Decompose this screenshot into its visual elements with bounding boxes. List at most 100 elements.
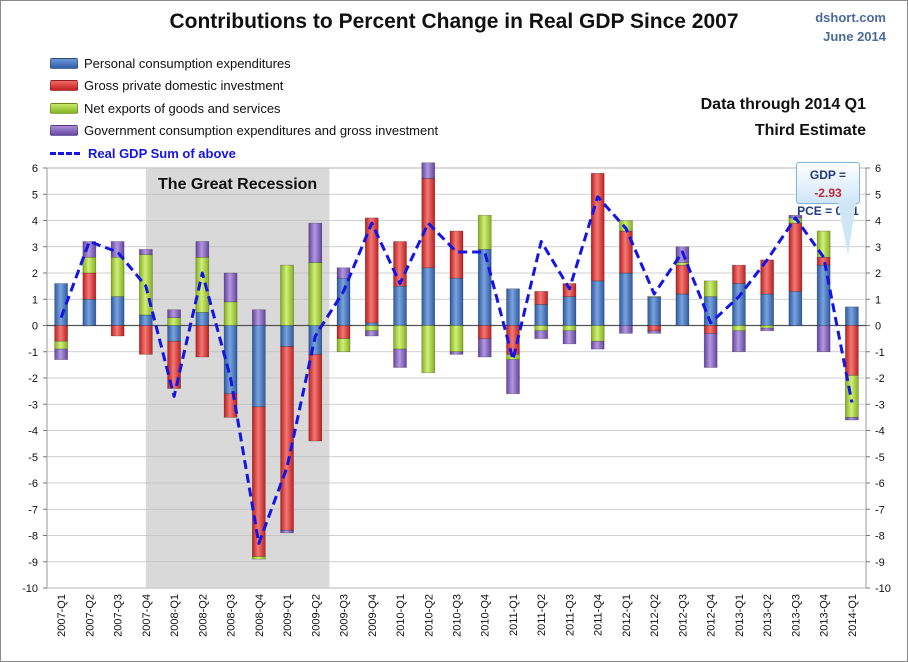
bar-gov-2012-Q2 [647, 330, 661, 334]
bar-netx-2014-Q1 [845, 375, 859, 418]
bar-pce-2007-Q1 [54, 283, 68, 326]
bar-pce-2009-Q1 [280, 325, 294, 347]
bar-gov-2008-Q1 [167, 309, 181, 318]
bar-gov-2013-Q1 [732, 330, 746, 353]
recession-label: The Great Recession [158, 176, 317, 193]
x-tick-label: 2012-Q4 [706, 594, 718, 637]
bar-gpdi-2012-Q3 [675, 264, 690, 295]
callout-pointer [838, 203, 856, 255]
bar-gov-2014-Q1 [845, 417, 859, 421]
y-tick-label-left: -5 [28, 452, 38, 464]
y-tick-label-left: 3 [32, 242, 38, 254]
bar-gpdi-2014-Q1 [845, 325, 859, 376]
y-tick-label-right: 6 [875, 163, 881, 175]
bar-gpdi-2013-Q1 [732, 264, 746, 284]
legend-swatch-pce [50, 57, 78, 69]
legend-label-gdp: Real GDP Sum of above [88, 145, 236, 161]
data-note-line2: Third Estimate [754, 122, 866, 139]
bar-gov-2010-Q1 [393, 348, 407, 368]
bar-pce-2007-Q2 [82, 298, 97, 326]
bar-pce-2008-Q4 [252, 325, 266, 408]
x-tick-label: 2014-Q1 [847, 594, 859, 637]
x-tick-label: 2013-Q4 [819, 594, 831, 637]
bar-netx-2009-Q2 [308, 262, 323, 326]
y-tick-label-left: -6 [28, 478, 38, 490]
y-tick-label-right: 0 [875, 321, 881, 333]
bar-netx-2009-Q4 [364, 325, 379, 332]
x-tick-label: 2011-Q2 [536, 594, 548, 636]
bar-gpdi-2010-Q3 [449, 230, 464, 279]
x-tick-label: 2012-Q1 [621, 594, 633, 637]
gdp-callout: GDP = -2.93 PCE = 0.71 [796, 162, 860, 218]
y-tick-label-right: 2 [875, 268, 881, 280]
bar-pce-2007-Q4 [139, 314, 153, 326]
y-tick-label-right: -10 [875, 583, 891, 595]
bar-gov-2010-Q4 [477, 338, 492, 358]
callout-pce-label: PCE = [797, 204, 836, 218]
y-tick-label-right: -6 [875, 478, 885, 490]
bar-gov-2011-Q4 [590, 340, 605, 350]
bar-gov-2008-Q4 [252, 309, 266, 326]
bar-gpdi-2009-Q4 [364, 217, 379, 324]
x-tick-label: 2010-Q4 [480, 594, 492, 637]
source-date: June 2014 [823, 29, 886, 44]
bar-gpdi-2008-Q4 [252, 406, 266, 557]
bar-netx-2009-Q1 [280, 264, 294, 326]
bar-gov-2013-Q4 [816, 325, 831, 353]
y-tick-label-left: -8 [28, 531, 38, 543]
y-tick-label-left: 0 [32, 321, 38, 333]
legend-label-pce: Personal consumption expenditures [84, 55, 291, 71]
legend: Personal consumption expenditures Gross … [50, 52, 438, 165]
legend-line-gdp [50, 151, 80, 155]
legend-label-gpdi: Gross private domestic investment [84, 78, 284, 94]
bar-gov-2007-Q1 [54, 348, 68, 360]
y-tick-label-right: -3 [875, 399, 885, 411]
bar-gov-2007-Q2 [82, 241, 97, 258]
x-tick-label: 2012-Q3 [677, 594, 689, 637]
bar-netx-2011-Q4 [590, 325, 605, 342]
bar-gov-2010-Q2 [421, 162, 436, 179]
y-tick-label-right: -4 [875, 426, 885, 438]
bar-netx-2007-Q1 [54, 340, 68, 350]
bar-gov-2008-Q3 [223, 272, 238, 303]
bar-pce-2010-Q3 [449, 277, 464, 326]
x-tick-label: 2008-Q4 [254, 594, 266, 637]
x-tick-label: 2008-Q2 [197, 594, 209, 637]
bar-netx-2012-Q4 [703, 280, 718, 297]
bar-gov-2012-Q4 [703, 333, 718, 368]
callout-gdp-value: -2.93 [814, 186, 842, 200]
bar-netx-2010-Q4 [477, 214, 492, 250]
source-block: dshort.com June 2014 [815, 8, 886, 46]
bar-netx-2011-Q2 [534, 325, 549, 332]
y-tick-label-right: -7 [875, 504, 885, 516]
bar-netx-2009-Q3 [336, 338, 351, 353]
bar-gov-2013-Q2 [760, 327, 774, 332]
bar-netx-2008-Q4 [252, 556, 266, 560]
bar-netx-2011-Q3 [562, 325, 577, 332]
bar-netx-2012-Q2 [647, 296, 661, 298]
data-note: Data through 2014 Q1 Third Estimate [701, 92, 866, 144]
bar-pce-2013-Q2 [760, 293, 774, 326]
bar-gpdi-2009-Q2 [308, 354, 323, 442]
bar-pce-2011-Q3 [562, 296, 577, 326]
bar-pce-2009-Q3 [336, 277, 351, 326]
y-tick-label-right: 3 [875, 242, 881, 254]
bar-pce-2011-Q1 [506, 288, 520, 326]
bar-pce-2007-Q3 [110, 296, 125, 326]
y-tick-label-left: -2 [28, 373, 38, 385]
bar-pce-2008-Q1 [167, 325, 181, 342]
bar-pce-2008-Q2 [195, 312, 210, 326]
bar-gpdi-2007-Q3 [110, 325, 125, 337]
y-tick-label-left: 6 [32, 163, 38, 175]
x-tick-label: 2008-Q1 [169, 594, 181, 637]
bar-gpdi-2009-Q1 [280, 346, 294, 531]
y-tick-label-left: -9 [28, 557, 38, 569]
x-tick-label: 2009-Q2 [310, 594, 322, 637]
bar-gpdi-2007-Q1 [54, 325, 68, 342]
x-tick-label: 2009-Q1 [282, 594, 294, 637]
y-tick-label-left: -10 [22, 583, 38, 595]
x-tick-label: 2011-Q4 [593, 594, 605, 636]
bar-gov-2008-Q2 [195, 241, 210, 258]
bar-netx-2008-Q1 [167, 317, 181, 326]
y-tick-label-left: -3 [28, 399, 38, 411]
